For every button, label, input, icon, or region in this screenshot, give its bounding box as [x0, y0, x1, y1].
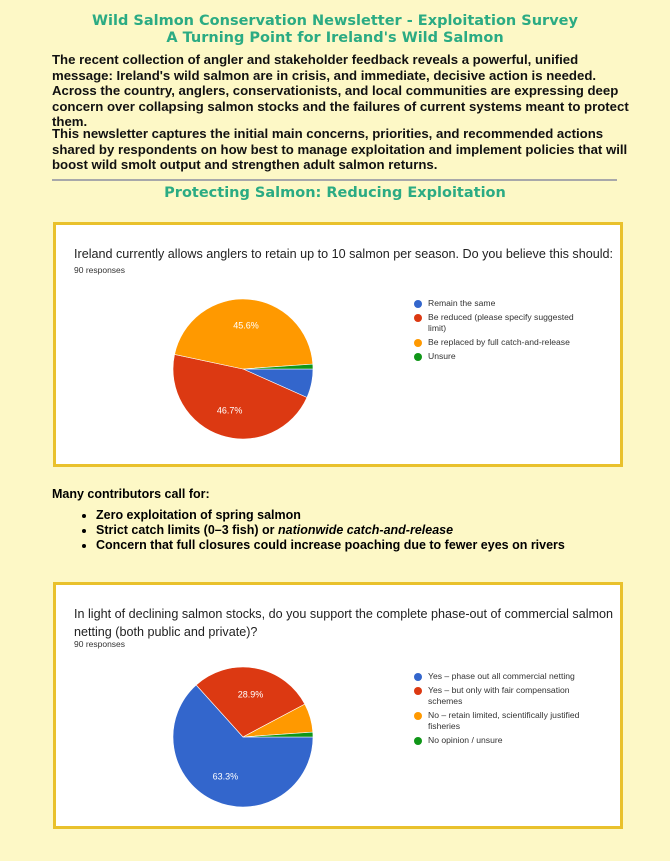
intro-paragraph-1: The recent collection of angler and stak… — [52, 52, 629, 129]
legend-item[interactable]: Yes – but only with fair compensation sc… — [414, 685, 594, 707]
newsletter-subtitle: A Turning Point for Ireland's Wild Salmo… — [166, 30, 504, 46]
legend-swatch — [414, 686, 422, 695]
chart-legend: Yes – phase out all commercial netting Ye… — [414, 671, 594, 749]
chart-question: Ireland currently allows anglers to reta… — [74, 247, 614, 261]
pie-data-label: 46.7% — [217, 405, 243, 415]
bullet-text: Strict catch limits (0–3 fish) or — [96, 523, 278, 537]
bullet-italic-text: nationwide catch-and-release — [278, 523, 454, 537]
pie-slice — [172, 684, 314, 808]
intro-paragraph-2: This newsletter captures the initial mai… — [52, 126, 628, 172]
chart-card-retention: Ireland currently allows anglers to reta… — [53, 222, 623, 467]
pie-slice — [242, 363, 314, 370]
bullets-heading: Many contributors call for: — [52, 487, 210, 501]
bullet-item: Strict catch limits (0–3 fish) or nation… — [96, 523, 565, 538]
bullet-list: Zero exploitation of spring salmon Stric… — [52, 508, 565, 553]
pie-data-label: 28.9% — [238, 689, 264, 699]
chart-legend: Remain the same Be reduced (please specif… — [414, 298, 594, 365]
legend-item[interactable]: Be replaced by full catch-and-release — [414, 337, 594, 348]
legend-label: Be replaced by full catch-and-release — [428, 337, 570, 347]
chart-question: In light of declining salmon stocks, do … — [74, 607, 614, 639]
legend-label: Be reduced (please specify suggested lim… — [428, 312, 574, 333]
legend-item[interactable]: No – retain limited, scientifically just… — [414, 710, 594, 732]
chart-card-netting: In light of declining salmon stocks, do … — [53, 582, 623, 829]
legend-item[interactable]: Yes – phase out all commercial netting — [414, 671, 594, 682]
legend-swatch — [414, 352, 422, 361]
legend-label: No opinion / unsure — [428, 735, 503, 745]
legend-label: No – retain limited, scientifically just… — [428, 710, 580, 731]
legend-item[interactable]: No opinion / unsure — [414, 735, 594, 746]
bullet-item: Concern that full closures could increas… — [96, 538, 565, 553]
pie-data-label: 45.6% — [233, 321, 259, 331]
pie-chart: 63.3% 28.9% — [172, 666, 314, 808]
divider — [52, 179, 617, 181]
newsletter-title: Wild Salmon Conservation Newsletter - Ex… — [92, 13, 578, 29]
legend-label: Yes – but only with fair compensation sc… — [428, 685, 570, 706]
legend-label: Remain the same — [428, 298, 496, 308]
legend-swatch — [414, 338, 422, 347]
legend-label: Yes – phase out all commercial netting — [428, 671, 575, 681]
legend-label: Unsure — [428, 351, 456, 361]
bullet-item: Zero exploitation of spring salmon — [96, 508, 565, 523]
legend-item[interactable]: Be reduced (please specify suggested lim… — [414, 312, 594, 334]
legend-swatch — [414, 313, 422, 322]
pie-slice — [174, 298, 314, 370]
legend-item[interactable]: Unsure — [414, 351, 594, 362]
response-count: 90 responses — [74, 265, 126, 275]
legend-swatch — [414, 299, 422, 308]
legend-swatch — [414, 672, 422, 681]
pie-slice — [242, 731, 314, 738]
pie-chart: 46.7% 45.6% — [172, 298, 314, 440]
pie-slice — [172, 354, 308, 440]
section-title: Protecting Salmon: Reducing Exploitation — [164, 185, 506, 201]
legend-item[interactable]: Remain the same — [414, 298, 594, 309]
response-count: 90 responses — [74, 639, 126, 649]
pie-data-label: 63.3% — [213, 772, 239, 782]
legend-swatch — [414, 736, 422, 745]
pie-slice — [195, 666, 306, 738]
legend-swatch — [414, 711, 422, 720]
